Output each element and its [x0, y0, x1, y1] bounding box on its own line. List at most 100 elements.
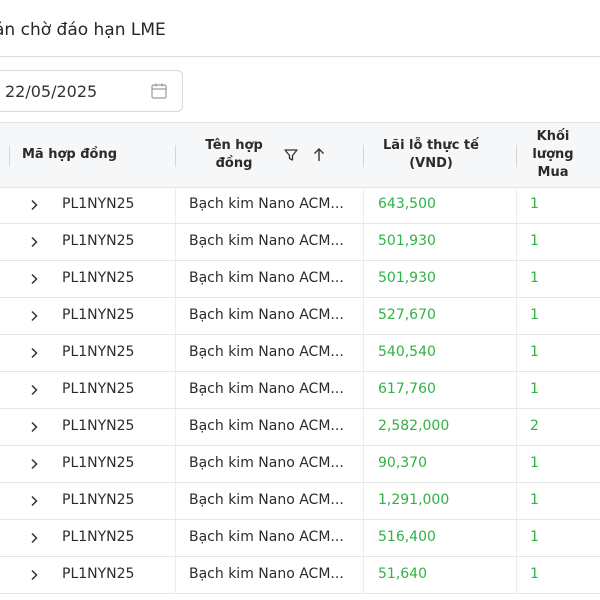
contract-code-cell: PL1NYN25 — [62, 492, 135, 508]
column-divider[interactable] — [363, 145, 364, 167]
column-divider[interactable] — [9, 145, 10, 167]
table-row[interactable]: PL1NYN25 Bạch kim Nano ACM... 501,930 1 — [0, 224, 600, 261]
table-row[interactable]: PL1NYN25 Bạch kim Nano ACM... 527,670 1 — [0, 298, 600, 335]
cell-divider — [516, 372, 517, 408]
table-row[interactable]: PL1NYN25 Bạch kim Nano ACM... 643,500 1 — [0, 187, 600, 224]
cell-divider — [516, 446, 517, 482]
realized-pnl-cell: 1,291,000 — [378, 492, 450, 508]
table-row[interactable]: PL1NYN25 Bạch kim Nano ACM... 1,291,000 … — [0, 483, 600, 520]
contract-code-cell: PL1NYN25 — [62, 455, 135, 471]
table-row[interactable]: PL1NYN25 Bạch kim Nano ACM... 51,640 1 — [0, 557, 600, 594]
chevron-right-icon[interactable] — [28, 532, 40, 544]
chevron-right-icon[interactable] — [28, 273, 40, 285]
cell-divider — [175, 224, 176, 260]
buy-volume-cell: 1 — [530, 270, 539, 286]
cell-divider — [175, 187, 176, 223]
buy-volume-cell: 1 — [530, 307, 539, 323]
cell-divider — [363, 446, 364, 482]
table-row[interactable]: PL1NYN25 Bạch kim Nano ACM... 516,400 1 — [0, 520, 600, 557]
column-header-realized-pnl[interactable]: Lãi lỗ thực tế (VND) — [383, 138, 479, 171]
cell-divider — [516, 557, 517, 593]
table-row[interactable]: PL1NYN25 Bạch kim Nano ACM... 2,582,000 … — [0, 409, 600, 446]
cell-divider — [363, 187, 364, 223]
cell-divider — [516, 224, 517, 260]
buy-volume-cell: 1 — [530, 233, 539, 249]
cell-divider — [516, 409, 517, 445]
buy-volume-cell: 1 — [530, 381, 539, 397]
realized-pnl-cell: 90,370 — [378, 455, 427, 471]
cell-divider — [363, 298, 364, 334]
realized-pnl-cell: 501,930 — [378, 233, 436, 249]
buy-volume-cell: 1 — [530, 455, 539, 471]
chevron-right-icon[interactable] — [28, 495, 40, 507]
buy-volume-cell: 1 — [530, 196, 539, 212]
contract-code-cell: PL1NYN25 — [62, 529, 135, 545]
contract-name-cell: Bạch kim Nano ACM... — [189, 529, 344, 545]
realized-pnl-cell: 51,640 — [378, 566, 427, 582]
chevron-right-icon[interactable] — [28, 421, 40, 433]
cell-divider — [516, 335, 517, 371]
contract-code-cell: PL1NYN25 — [62, 196, 135, 212]
table-row[interactable]: PL1NYN25 Bạch kim Nano ACM... 540,540 1 — [0, 335, 600, 372]
contract-name-cell: Bạch kim Nano ACM... — [189, 455, 344, 471]
calendar-icon[interactable] — [150, 82, 168, 100]
column-divider[interactable] — [516, 145, 517, 167]
column-header-contract-name[interactable]: Tên hợp đồng — [205, 138, 263, 171]
table-header: Mã hợp đồng Tên hợp đồng Lãi lỗ thực tế … — [0, 123, 600, 188]
realized-pnl-cell: 516,400 — [378, 529, 436, 545]
cell-divider — [363, 483, 364, 519]
date-value: 22/05/2025 — [5, 82, 98, 101]
chevron-right-icon[interactable] — [28, 569, 40, 581]
arrow-up-icon[interactable] — [312, 146, 326, 164]
contract-name-cell: Bạch kim Nano ACM... — [189, 233, 344, 249]
cell-divider — [363, 409, 364, 445]
buy-volume-cell: 2 — [530, 418, 539, 434]
chevron-right-icon[interactable] — [28, 236, 40, 248]
chevron-right-icon[interactable] — [28, 384, 40, 396]
cell-divider — [516, 520, 517, 556]
contract-code-cell: PL1NYN25 — [62, 566, 135, 582]
contract-name-cell: Bạch kim Nano ACM... — [189, 270, 344, 286]
contracts-table: Mã hợp đồng Tên hợp đồng Lãi lỗ thực tế … — [0, 122, 600, 600]
cell-divider — [175, 446, 176, 482]
realized-pnl-cell: 643,500 — [378, 196, 436, 212]
cell-divider — [175, 483, 176, 519]
contract-name-cell: Bạch kim Nano ACM... — [189, 492, 344, 508]
table-row[interactable]: PL1NYN25 Bạch kim Nano ACM... 501,930 1 — [0, 261, 600, 298]
contract-code-cell: PL1NYN25 — [62, 307, 135, 323]
cell-divider — [363, 261, 364, 297]
buy-volume-cell: 1 — [530, 344, 539, 360]
cell-divider — [363, 372, 364, 408]
realized-pnl-cell: 540,540 — [378, 344, 436, 360]
realized-pnl-cell: 501,930 — [378, 270, 436, 286]
filter-icon[interactable] — [283, 147, 299, 163]
cell-divider — [516, 298, 517, 334]
cell-divider — [175, 409, 176, 445]
column-divider[interactable] — [175, 145, 176, 167]
contract-name-cell: Bạch kim Nano ACM... — [189, 418, 344, 434]
page-title: ản chờ đáo hạn LME — [0, 20, 166, 40]
contract-code-cell: PL1NYN25 — [62, 270, 135, 286]
column-header-contract-code[interactable]: Mã hợp đồng — [22, 147, 118, 162]
cell-divider — [175, 557, 176, 593]
realized-pnl-cell: 2,582,000 — [378, 418, 450, 434]
cell-divider — [363, 557, 364, 593]
column-header-buy-volume[interactable]: Khối lượng Mua — [532, 129, 574, 180]
contract-code-cell: PL1NYN25 — [62, 418, 135, 434]
contract-name-cell: Bạch kim Nano ACM... — [189, 307, 344, 323]
contract-name-cell: Bạch kim Nano ACM... — [189, 566, 344, 582]
chevron-right-icon[interactable] — [28, 458, 40, 470]
buy-volume-cell: 1 — [530, 492, 539, 508]
chevron-right-icon[interactable] — [28, 199, 40, 211]
contract-name-cell: Bạch kim Nano ACM... — [189, 344, 344, 360]
cell-divider — [175, 261, 176, 297]
cell-divider — [175, 335, 176, 371]
date-picker[interactable]: 22/05/2025 — [0, 70, 183, 112]
chevron-right-icon[interactable] — [28, 310, 40, 322]
chevron-right-icon[interactable] — [28, 347, 40, 359]
table-row[interactable]: PL1NYN25 Bạch kim Nano ACM... 617,760 1 — [0, 372, 600, 409]
buy-volume-cell: 1 — [530, 566, 539, 582]
table-row[interactable]: PL1NYN25 Bạch kim Nano ACM... 90,370 1 — [0, 446, 600, 483]
cell-divider — [363, 520, 364, 556]
